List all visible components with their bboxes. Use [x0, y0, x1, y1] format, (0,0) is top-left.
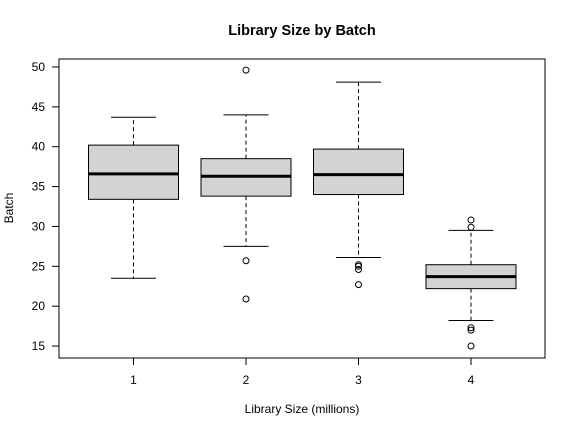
plot-frame: [58, 58, 546, 359]
y-axis-label: Batch: [2, 193, 16, 224]
outlier-point: [242, 66, 250, 74]
x-tick-label: 1: [130, 373, 137, 387]
x-tick-label: 4: [468, 373, 475, 387]
x-axis-label: Library Size (millions): [245, 402, 360, 416]
outlier-point: [355, 265, 362, 273]
box-batch-3: [313, 81, 404, 289]
x-tick-label: 2: [243, 373, 250, 387]
y-tick-label: 50: [32, 60, 46, 74]
chart-title: Library Size by Batch: [228, 23, 375, 39]
box-batch-4: [425, 216, 517, 350]
y-tick-label: 35: [32, 180, 46, 194]
y-axis: 15 20 25 30 35 40 45 50: [32, 60, 60, 353]
y-tick-label: 20: [32, 299, 46, 313]
iqr-box: [88, 144, 179, 200]
box-batch-2: [200, 66, 292, 303]
outlier-point: [242, 257, 250, 265]
box-batch-1: [88, 116, 179, 279]
outlier-point: [242, 295, 250, 303]
outlier-point: [467, 223, 475, 231]
outlier-point: [467, 324, 475, 332]
y-tick-label: 15: [32, 339, 46, 353]
outlier-point: [355, 262, 362, 270]
outlier-point: [467, 326, 475, 334]
x-tick-label: 3: [355, 373, 362, 387]
x-axis: 1 2 3 4: [130, 357, 475, 387]
outlier-point: [467, 342, 475, 350]
y-tick-label: 30: [32, 219, 46, 233]
y-tick-label: 40: [32, 140, 46, 154]
outlier-point: [467, 216, 475, 224]
y-tick-label: 45: [32, 100, 46, 114]
iqr-box: [313, 148, 404, 196]
y-tick-label: 25: [32, 259, 46, 273]
boxes-group: [88, 66, 517, 350]
outlier-point: [355, 281, 362, 289]
